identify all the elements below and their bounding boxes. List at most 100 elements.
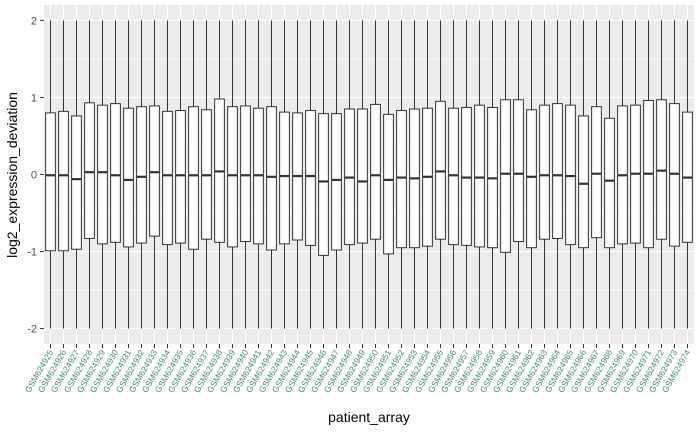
box-GSM624940 [240,20,251,329]
iqr-box [305,110,316,246]
iqr-box [110,103,121,243]
box-GSM624970 [630,20,641,329]
box-GSM624943 [279,20,290,329]
box-GSM624974 [682,20,693,329]
box-GSM624962 [526,20,537,329]
box-GSM624931 [123,20,134,329]
box-GSM624955 [435,20,446,329]
box-GSM624949 [357,20,368,329]
iqr-box [162,110,173,246]
x-axis: GSM624925GSM624926GSM624927GSM624928GSM6… [23,344,692,394]
box-GSM624941 [253,20,264,329]
iqr-box [539,104,550,240]
iqr-box [552,103,563,239]
box-GSM624942 [266,20,277,329]
iqr-box [136,106,147,244]
box-GSM624935 [175,20,186,329]
box-GSM624934 [162,20,173,329]
iqr-box [175,110,186,244]
y-tick-label: 0 [31,170,37,182]
box-GSM624932 [136,20,147,329]
box-GSM624925 [45,20,56,329]
iqr-box [97,104,108,245]
box-GSM624953 [409,20,420,329]
iqr-box [331,113,342,251]
iqr-box [383,113,394,255]
iqr-box [591,106,602,239]
iqr-box [526,109,537,249]
box-GSM624927 [71,20,82,329]
box-GSM624944 [292,20,303,329]
iqr-box [396,110,407,249]
box-GSM624945 [305,20,316,329]
iqr-box [149,105,160,237]
y-axis-title: log2_expression_deviation [4,92,20,258]
box-GSM624952 [396,20,407,329]
box-GSM624961 [513,20,524,329]
iqr-box [318,113,329,256]
box-GSM624937 [201,20,212,329]
box-GSM624951 [383,20,394,329]
y-tick-label: -2 [27,324,37,336]
iqr-box [513,99,524,243]
y-axis: -2 -1 0 1 2 [27,15,44,336]
iqr-box [123,107,134,248]
iqr-box [357,108,368,244]
y-tick-label: -1 [27,247,37,259]
box-GSM624954 [422,20,433,329]
box-GSM624959 [487,20,498,329]
iqr-box [435,100,446,240]
box-GSM624965 [565,20,576,329]
iqr-box [71,115,82,250]
box-GSM624960 [500,20,511,329]
iqr-box [474,104,485,248]
iqr-box [578,115,589,249]
iqr-box [240,105,251,243]
iqr-box [565,104,576,246]
box-GSM624928 [84,20,95,329]
box-GSM624929 [97,20,108,329]
iqr-box [461,106,472,246]
box-GSM624948 [344,20,355,329]
box-GSM624973 [669,20,680,329]
box-layer [45,20,693,329]
iqr-box [669,103,680,247]
box-GSM624966 [578,20,589,329]
box-GSM624957 [461,20,472,329]
x-axis-title: patient_array [328,409,410,425]
box-GSM624933 [149,20,160,329]
box-GSM624967 [591,20,602,329]
box-GSM624936 [188,20,199,329]
box-GSM624958 [474,20,485,329]
box-GSM624947 [331,20,342,329]
y-tick-label: 1 [31,92,37,104]
iqr-box [188,106,199,250]
box-GSM624950 [370,20,381,329]
y-tick-label: 2 [31,15,37,27]
box-GSM624964 [552,20,563,329]
iqr-box [266,106,277,251]
iqr-box [500,99,511,253]
iqr-box [656,99,667,240]
iqr-box [58,110,69,252]
box-GSM624968 [604,20,615,329]
box-GSM624939 [227,20,238,329]
box-GSM624971 [643,20,654,329]
iqr-box [604,117,615,249]
iqr-box [370,103,381,240]
box-GSM624963 [539,20,550,329]
iqr-box [448,107,459,246]
iqr-box [45,112,56,252]
box-GSM624926 [58,20,69,329]
box-GSM624972 [656,20,667,329]
box-GSM624938 [214,20,225,329]
box-GSM624969 [617,20,628,329]
box-GSM624930 [110,20,121,329]
iqr-box [84,102,95,239]
box-GSM624946 [318,20,329,329]
box-GSM624956 [448,20,459,329]
iqr-box [279,111,290,245]
iqr-box [227,106,238,248]
